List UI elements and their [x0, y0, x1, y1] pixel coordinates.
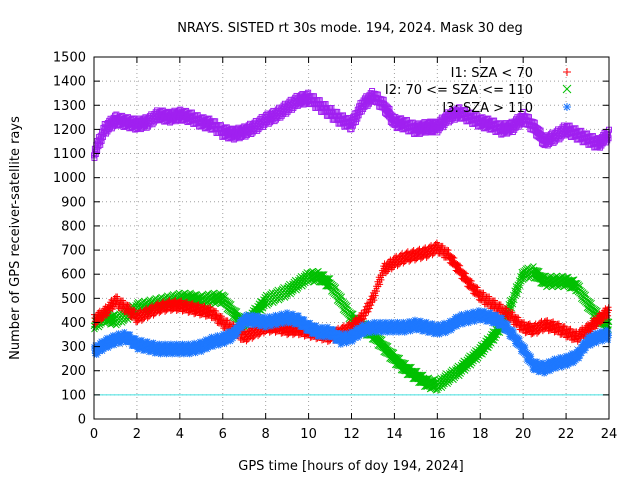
data-point [355, 112, 362, 119]
data-point [509, 300, 517, 308]
x-tick-label: 8 [262, 427, 270, 442]
x-tick-label: 10 [300, 427, 317, 442]
x-tick-label: 22 [558, 427, 575, 442]
data-point [98, 137, 105, 144]
data-point [328, 105, 335, 112]
x-tick-label: 20 [515, 427, 532, 442]
legend-marker-i3 [563, 103, 571, 111]
data-point [316, 97, 323, 104]
x-axis-label: GPS time [hours of doy 194, 2024] [238, 459, 463, 474]
data-point [164, 109, 171, 116]
y-tick-label: 300 [61, 340, 86, 355]
data-point [386, 106, 393, 113]
y-tick-label: 800 [61, 219, 86, 234]
y-tick-label: 0 [78, 413, 86, 428]
x-tick-label: 14 [386, 427, 403, 442]
legend-label-i2: I2: 70 <= SZA <= 110 [385, 83, 533, 98]
data-point [421, 383, 428, 391]
data-point [351, 119, 358, 126]
y-tick-label: 1000 [53, 171, 86, 186]
data-point [349, 122, 356, 129]
legend-label-i1: I1: SZA < 70 [451, 66, 533, 81]
x-axis-tick-labels: 0 2 4 6 8 10 12 14 16 18 20 22 24 [90, 427, 617, 442]
x-tick-label: 24 [601, 427, 618, 442]
data-point [515, 286, 523, 294]
data-point [310, 93, 317, 100]
x-tick-label: 12 [343, 427, 360, 442]
data-point [514, 290, 521, 298]
data-point [385, 104, 392, 111]
data-point [356, 108, 363, 115]
data-point [380, 96, 387, 103]
data-point [95, 143, 102, 150]
y-tick-label: 100 [61, 388, 86, 403]
legend-marker-i2 [562, 84, 572, 94]
data-point [354, 115, 361, 122]
y-tick-label: 700 [61, 244, 86, 259]
x-tick-label: 16 [429, 427, 446, 442]
legend: I1: SZA < 70 I2: 70 <= SZA <= 110 I3: SZ… [385, 66, 572, 116]
legend-label-i3: I3: SZA > 110 [442, 101, 533, 116]
y-tick-label: 1100 [53, 147, 86, 162]
y-tick-label: 1300 [53, 99, 86, 114]
data-point [334, 108, 341, 115]
data-point [605, 337, 612, 344]
data-point [520, 108, 527, 115]
data-point [99, 134, 106, 141]
data-point [322, 101, 329, 108]
data-point [348, 126, 355, 133]
y-tick-label: 1500 [53, 51, 86, 66]
y-tick-label: 1400 [53, 75, 86, 90]
y-tick-label: 400 [61, 316, 86, 331]
y-axis-label: Number of GPS receiver-satellite rays [8, 116, 23, 360]
legend-marker-i1 [563, 68, 571, 76]
y-tick-label: 1200 [53, 123, 86, 138]
data-point [97, 141, 104, 148]
plot-area [90, 88, 613, 394]
data-point [305, 89, 312, 96]
y-tick-label: 600 [61, 268, 86, 283]
x-tick-label: 4 [176, 427, 184, 442]
data-point [212, 118, 219, 125]
data-point [525, 114, 532, 121]
y-tick-label: 900 [61, 195, 86, 210]
y-tick-label: 200 [61, 364, 86, 379]
chart-title: NRAYS. SISTED rt 30s mode. 194, 2024. Ma… [177, 21, 523, 36]
y-axis-tick-labels: 0 100 200 300 400 500 600 700 800 900 1000 1100 1200… [53, 51, 86, 428]
data-point [510, 296, 518, 304]
series-total [91, 88, 612, 161]
x-tick-label: 2 [133, 427, 141, 442]
x-tick-label: 18 [472, 427, 489, 442]
data-point [94, 147, 101, 154]
y-tick-label: 500 [61, 292, 86, 307]
data-point [352, 118, 359, 125]
data-point [516, 282, 524, 289]
data-point [374, 91, 381, 98]
data-point [154, 107, 161, 114]
x-tick-label: 6 [219, 427, 227, 442]
x-tick-label: 0 [90, 427, 98, 442]
